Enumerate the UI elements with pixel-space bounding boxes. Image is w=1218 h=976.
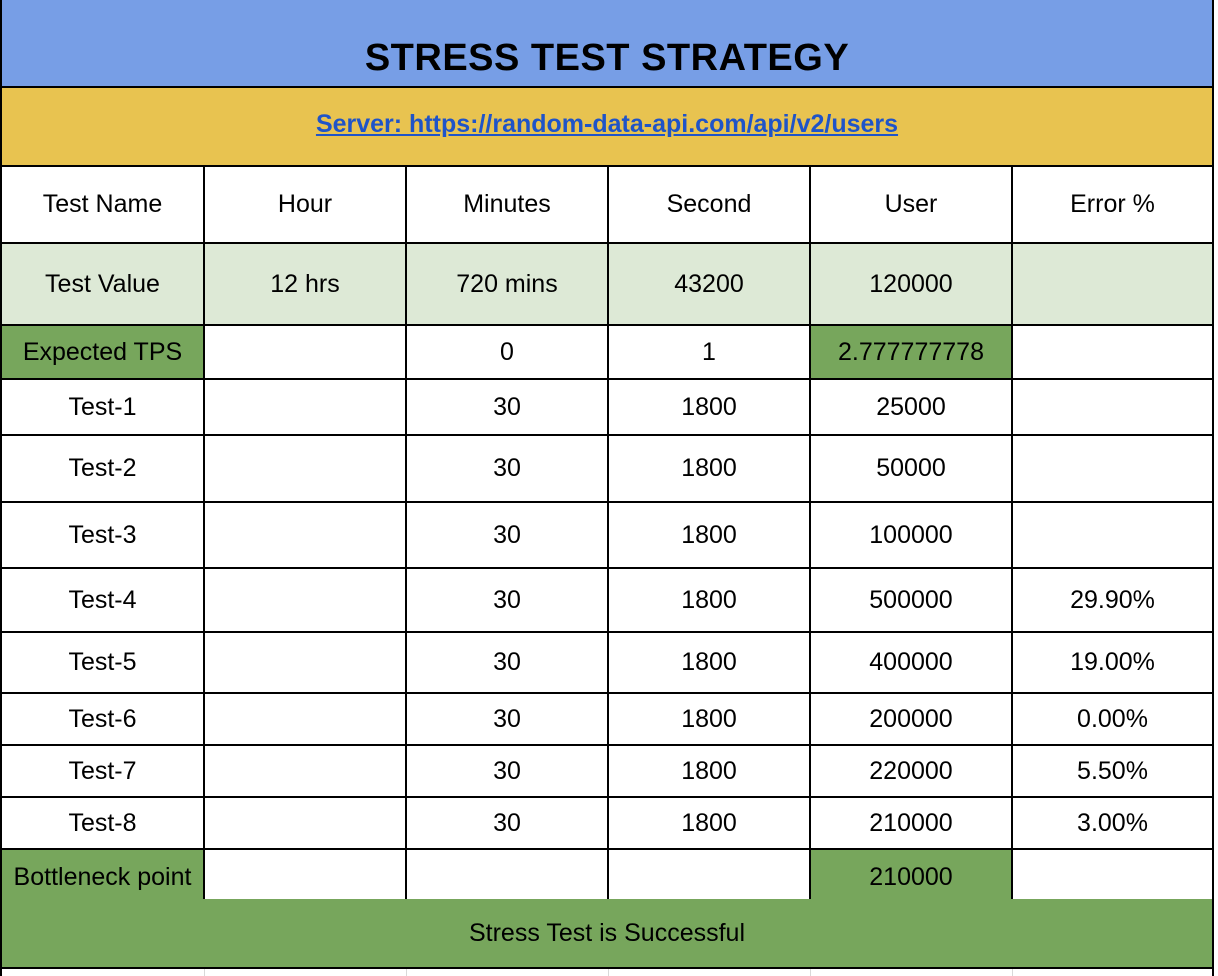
gridline <box>204 969 205 976</box>
test-minutes[interactable]: 30 <box>405 744 609 798</box>
test-second[interactable]: 1800 <box>607 692 811 746</box>
test-second[interactable]: 1800 <box>607 631 811 694</box>
test-name[interactable]: Test-7 <box>2 744 205 798</box>
test-error[interactable] <box>1011 501 1212 569</box>
test-second[interactable]: 1800 <box>607 567 811 633</box>
header-minutes[interactable]: Minutes <box>405 167 609 244</box>
header-hour[interactable]: Hour <box>203 167 407 244</box>
test-second[interactable]: 1800 <box>607 796 811 850</box>
test-error[interactable]: 5.50% <box>1011 744 1212 798</box>
test-value-label[interactable]: Test Value <box>2 242 205 326</box>
test-value-error[interactable] <box>1011 242 1212 326</box>
test-error[interactable] <box>1011 378 1212 436</box>
test-hour[interactable] <box>203 378 407 436</box>
test-minutes[interactable]: 30 <box>405 378 609 436</box>
test-table: Test Name Hour Minutes Second User Error… <box>2 167 1212 906</box>
test-error[interactable] <box>1011 434 1212 503</box>
test-minutes[interactable]: 30 <box>405 501 609 569</box>
table-row: Test-5 30 1800 400000 19.00% <box>2 631 1212 694</box>
bottleneck-hour[interactable] <box>203 848 407 906</box>
test-value-second[interactable]: 43200 <box>607 242 811 326</box>
test-name[interactable]: Test-6 <box>2 692 205 746</box>
test-second[interactable]: 1800 <box>607 378 811 436</box>
table-row: Test-3 30 1800 100000 <box>2 501 1212 569</box>
test-error[interactable]: 0.00% <box>1011 692 1212 746</box>
header-user[interactable]: User <box>809 167 1013 244</box>
test-value-row: Test Value 12 hrs 720 mins 43200 120000 <box>2 242 1212 326</box>
bottleneck-second[interactable] <box>607 848 811 906</box>
title-cell[interactable]: STRESS TEST STRATEGY <box>2 0 1212 88</box>
test-user[interactable]: 100000 <box>809 501 1013 569</box>
table-row: Test-8 30 1800 210000 3.00% <box>2 796 1212 850</box>
test-name[interactable]: Test-2 <box>2 434 205 503</box>
header-second[interactable]: Second <box>607 167 811 244</box>
test-error[interactable]: 19.00% <box>1011 631 1212 694</box>
test-name[interactable]: Test-5 <box>2 631 205 694</box>
table-row: Test-6 30 1800 200000 0.00% <box>2 692 1212 746</box>
header-row: Test Name Hour Minutes Second User Error… <box>2 167 1212 244</box>
test-error[interactable]: 29.90% <box>1011 567 1212 633</box>
test-user[interactable]: 25000 <box>809 378 1013 436</box>
server-link[interactable]: Server: https://random-data-api.com/api/… <box>315 110 899 138</box>
table-row: Test-1 30 1800 25000 <box>2 378 1212 436</box>
test-minutes[interactable]: 30 <box>405 796 609 850</box>
test-user[interactable]: 210000 <box>809 796 1013 850</box>
result-text: Stress Test is Successful <box>468 918 746 947</box>
bottleneck-user[interactable]: 210000 <box>809 848 1013 906</box>
test-minutes[interactable]: 30 <box>405 631 609 694</box>
test-hour[interactable] <box>203 567 407 633</box>
gridline <box>1012 969 1013 976</box>
bottleneck-minutes[interactable] <box>405 848 609 906</box>
test-hour[interactable] <box>203 501 407 569</box>
test-user[interactable]: 400000 <box>809 631 1013 694</box>
server-cell[interactable]: Server: https://random-data-api.com/api/… <box>2 88 1212 167</box>
test-hour[interactable] <box>203 631 407 694</box>
gridline <box>810 969 811 976</box>
expected-tps-label[interactable]: Expected TPS <box>2 324 205 380</box>
test-hour[interactable] <box>203 434 407 503</box>
test-value-minutes[interactable]: 720 mins <box>405 242 609 326</box>
test-value-hour[interactable]: 12 hrs <box>203 242 407 326</box>
result-cell[interactable]: Stress Test is Successful <box>2 899 1212 969</box>
table-row: Test-4 30 1800 500000 29.90% <box>2 567 1212 633</box>
test-name[interactable]: Test-3 <box>2 501 205 569</box>
test-value-user[interactable]: 120000 <box>809 242 1013 326</box>
table-row: Test-2 30 1800 50000 <box>2 434 1212 503</box>
next-row-edge <box>2 969 1212 976</box>
table-row: Test-7 30 1800 220000 5.50% <box>2 744 1212 798</box>
gridline <box>406 969 407 976</box>
test-name[interactable]: Test-4 <box>2 567 205 633</box>
bottleneck-error[interactable] <box>1011 848 1212 906</box>
expected-tps-hour[interactable] <box>203 324 407 380</box>
test-name[interactable]: Test-8 <box>2 796 205 850</box>
sheet-title: STRESS TEST STRATEGY <box>364 37 850 79</box>
test-hour[interactable] <box>203 796 407 850</box>
gridline <box>608 969 609 976</box>
expected-tps-error[interactable] <box>1011 324 1212 380</box>
expected-tps-minutes[interactable]: 0 <box>405 324 609 380</box>
test-user[interactable]: 220000 <box>809 744 1013 798</box>
expected-tps-user[interactable]: 2.777777778 <box>809 324 1013 380</box>
test-second[interactable]: 1800 <box>607 434 811 503</box>
test-error[interactable]: 3.00% <box>1011 796 1212 850</box>
expected-tps-row: Expected TPS 0 1 2.777777778 <box>2 324 1212 380</box>
test-hour[interactable] <box>203 692 407 746</box>
test-minutes[interactable]: 30 <box>405 692 609 746</box>
test-hour[interactable] <box>203 744 407 798</box>
header-test-name[interactable]: Test Name <box>2 167 205 244</box>
test-name[interactable]: Test-1 <box>2 378 205 436</box>
bottleneck-label[interactable]: Bottleneck point <box>2 848 205 906</box>
test-minutes[interactable]: 30 <box>405 567 609 633</box>
test-second[interactable]: 1800 <box>607 744 811 798</box>
expected-tps-second[interactable]: 1 <box>607 324 811 380</box>
test-second[interactable]: 1800 <box>607 501 811 569</box>
header-error[interactable]: Error % <box>1011 167 1212 244</box>
test-user[interactable]: 500000 <box>809 567 1013 633</box>
test-user[interactable]: 200000 <box>809 692 1013 746</box>
test-user[interactable]: 50000 <box>809 434 1013 503</box>
test-minutes[interactable]: 30 <box>405 434 609 503</box>
bottleneck-row: Bottleneck point 210000 <box>2 848 1212 906</box>
